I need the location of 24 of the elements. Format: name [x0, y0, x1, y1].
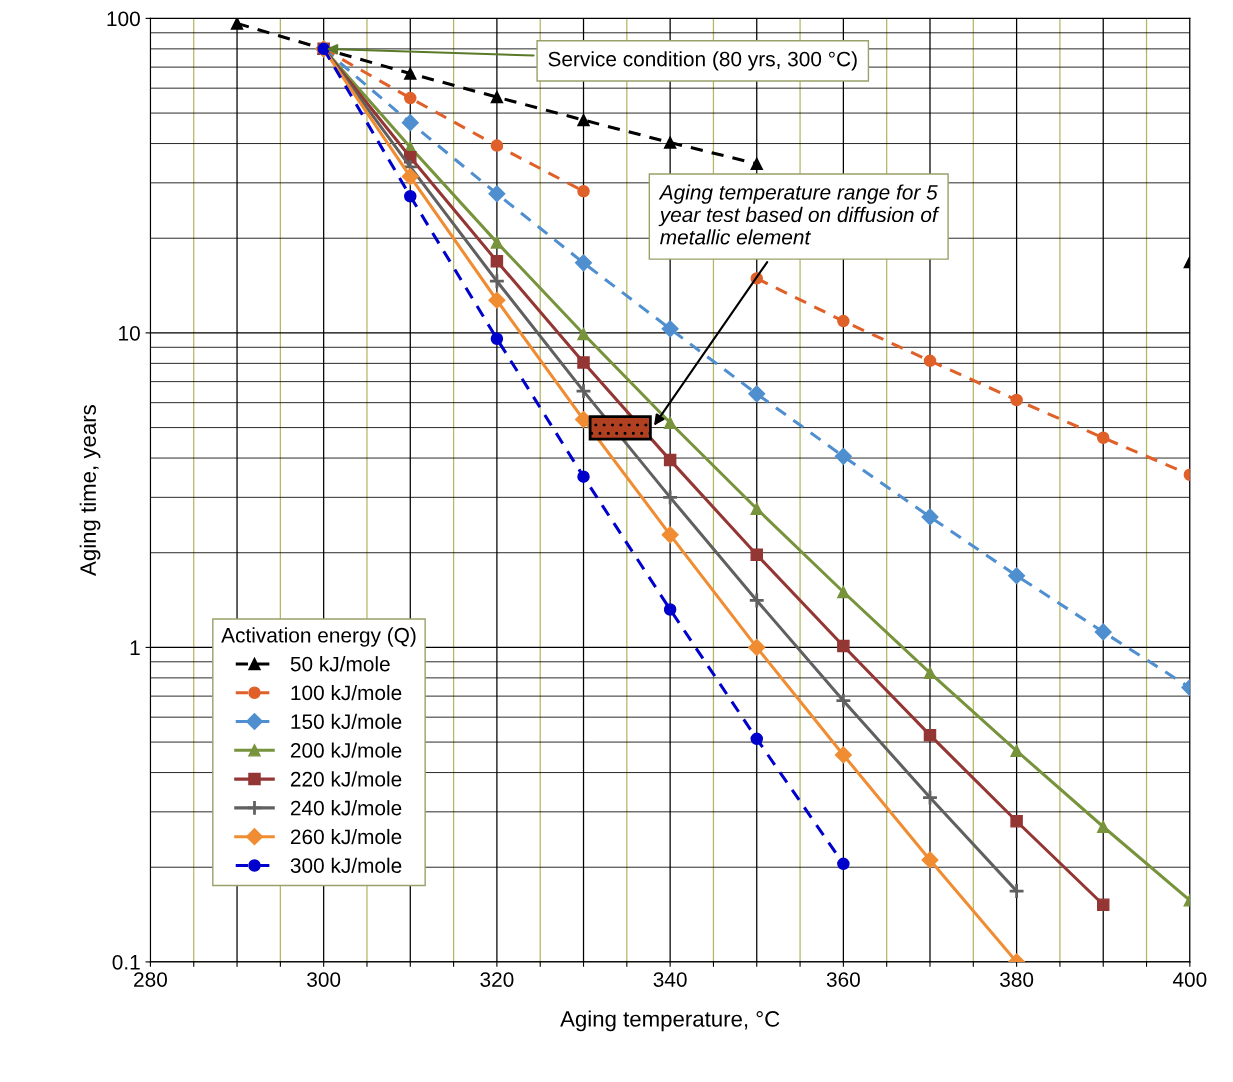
y-tick-label: 100 [107, 11, 140, 27]
x-tick-label: 360 [826, 972, 860, 987]
annotation: Service condition (80 yrs, 300 °C) [548, 51, 857, 71]
legend-label: 260 kJ/mole [290, 828, 402, 845]
legend-title: Activation energy (Q) [221, 627, 416, 647]
annotation: Aging temperature range for 5 year test based on diffusion of metallic element [658, 184, 940, 245]
y-axis-title: Aging time, years [79, 405, 101, 576]
legend-label: 100 kJ/mole [291, 684, 402, 701]
legend-label: 220 kJ/mole [290, 771, 402, 787]
legend-label: 240 kJ/mole [290, 800, 402, 816]
legend-label: 200 kJ/mole [290, 742, 402, 758]
y-tick-label: 0.1 [112, 954, 140, 970]
x-tick-label: 280 [134, 972, 167, 987]
x-tick-label: 320 [480, 972, 514, 987]
x-tick-label: 380 [1000, 972, 1034, 987]
y-tick-label: 10 [119, 325, 140, 341]
x-tick-label: 300 [307, 972, 341, 987]
legend-label: 150 kJ/mole [291, 713, 402, 730]
legend-label: 50 kJ/mole [290, 656, 390, 672]
legend-label: 300 kJ/mole [290, 857, 402, 873]
y-tick-label: 1 [130, 640, 140, 655]
x-tick-label: 400 [1172, 972, 1207, 987]
x-tick-label: 340 [653, 972, 687, 987]
x-axis-title: Aging temperature, °C [560, 1010, 780, 1032]
